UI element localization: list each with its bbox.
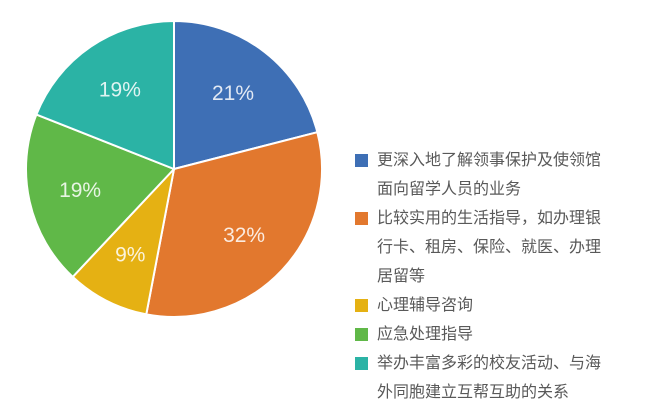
pie-slice-1 <box>145 131 323 318</box>
legend-label-line: 举办丰富多彩的校友活动、与海 <box>377 355 602 372</box>
legend-label-line: 外同胞建立互帮互助的关系 <box>377 384 570 401</box>
pie-slice-0 <box>173 20 319 170</box>
pie-percent-label-4: 19% <box>99 78 141 101</box>
pie-chart: 21% 32% 9% 19% 19% <box>25 20 323 318</box>
pie-percent-labels: 21% 32% 9% 19% 19% <box>59 78 265 266</box>
legend-item-label: 比较实用的生活指导，如办理银 行卡、租房、保险、就医、办理 居留等 <box>377 204 601 291</box>
pie-slice-4 <box>35 20 175 170</box>
pie-percent-label-3: 19% <box>59 179 101 202</box>
legend-label-line: 行卡、租房、保险、就医、办理 <box>377 239 602 256</box>
legend-label-line: 比较实用的生活指导，如办理银 <box>377 210 602 227</box>
legend-label-line: 应急处理指导 <box>377 326 474 343</box>
legend-item-2: 心理辅导咨询 <box>353 291 633 320</box>
legend-item-1: 比较实用的生活指导，如办理银 行卡、租房、保险、就医、办理 居留等 <box>353 204 633 291</box>
legend-label-line: 心理辅导咨询 <box>377 297 474 314</box>
legend-swatch-icon <box>355 328 368 341</box>
legend-item-label: 更深入地了解领事保护及使领馆 面向留学人员的业务 <box>377 146 601 204</box>
legend-swatch-icon <box>355 299 368 312</box>
pie-percent-label-2: 9% <box>115 244 145 267</box>
pie-slice-2 <box>71 168 175 316</box>
pie-percent-label-0: 21% <box>212 82 254 105</box>
legend-label-line: 面向留学人员的业务 <box>377 181 522 198</box>
pie-slices <box>25 20 323 318</box>
legend-item-label: 举办丰富多彩的校友活动、与海 外同胞建立互帮互助的关系 <box>377 349 601 402</box>
legend-swatch-icon <box>355 357 368 370</box>
legend-swatch-icon <box>355 212 368 225</box>
chart-legend: 更深入地了解领事保护及使领馆 面向留学人员的业务 比较实用的生活指导，如办理银 行卡、… <box>353 146 633 402</box>
legend-swatch-icon <box>355 154 368 167</box>
pie-percent-label-1: 32% <box>223 224 265 247</box>
legend-item-label: 心理辅导咨询 <box>377 291 473 320</box>
legend-label-line: 更深入地了解领事保护及使领馆 <box>377 152 602 169</box>
legend-item-4: 举办丰富多彩的校友活动、与海 外同胞建立互帮互助的关系 <box>353 349 633 402</box>
legend-item-label: 应急处理指导 <box>377 320 473 349</box>
legend-label-line: 居留等 <box>377 268 426 285</box>
legend-item-0: 更深入地了解领事保护及使领馆 面向留学人员的业务 <box>353 146 633 204</box>
legend-item-3: 应急处理指导 <box>353 320 633 349</box>
